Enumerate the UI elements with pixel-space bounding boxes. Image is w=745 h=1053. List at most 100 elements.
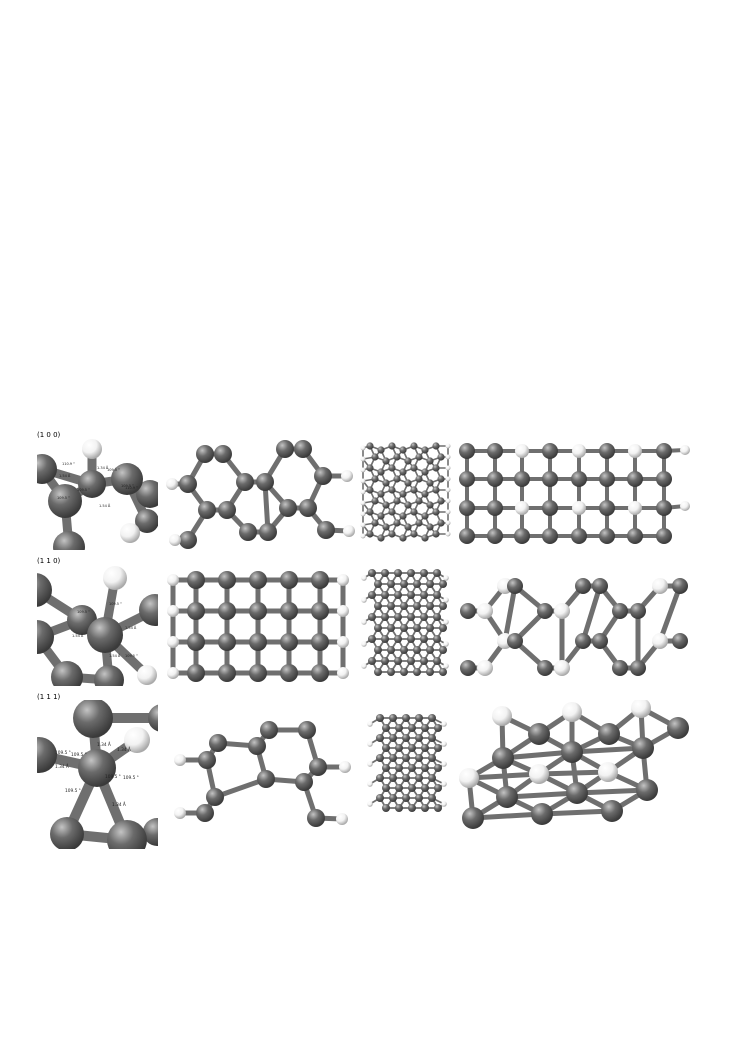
carbon-atom	[627, 471, 643, 487]
carbon-atom	[413, 668, 421, 676]
carbon-atom	[408, 784, 416, 792]
carbon-atom	[309, 758, 327, 776]
carbon-atom	[402, 734, 410, 742]
carbon-atom	[298, 721, 316, 739]
carbon-atom	[187, 602, 205, 620]
hydrogen-atom	[166, 478, 178, 490]
carbon-atom	[393, 475, 401, 483]
carbon-atom	[432, 464, 440, 472]
carbon-atom	[410, 508, 418, 516]
carbon-atom	[179, 475, 197, 493]
bond	[504, 790, 580, 800]
top-view-panel-100	[455, 436, 695, 552]
carbon-atom	[218, 501, 236, 519]
carbon-atom	[107, 820, 147, 849]
carbon-atom	[592, 633, 608, 649]
carbon-atom	[78, 470, 106, 498]
hydrogen-atom	[441, 761, 447, 767]
carbon-atom	[410, 442, 418, 450]
carbon-atom	[393, 453, 401, 461]
carbon-atom	[437, 519, 445, 527]
carbon-atom	[389, 714, 397, 722]
hydrogen-atom	[445, 498, 451, 504]
carbon-atom	[389, 774, 397, 782]
carbon-atom	[400, 602, 408, 610]
hydrogen-atom	[445, 509, 451, 515]
measurement-label: 1.54 Å	[125, 625, 137, 630]
carbon-atom	[187, 633, 205, 651]
carbon-atom	[413, 624, 421, 632]
bond	[500, 749, 575, 761]
carbon-atom	[599, 443, 615, 459]
hydrogen-atom	[360, 456, 366, 462]
carbon-atom	[382, 764, 390, 772]
carbon-atom	[537, 603, 553, 619]
carbon-atom	[371, 453, 379, 461]
carbon-atom	[395, 744, 403, 752]
hydrogen-atom	[477, 660, 493, 676]
carbon-atom	[571, 471, 587, 487]
measurement-label: 109.5 °	[123, 775, 139, 781]
lattice-structure-111	[367, 714, 447, 812]
carbon-atom	[630, 603, 646, 619]
side-view-panel-111	[160, 700, 358, 850]
carbon-atom	[507, 633, 523, 649]
closeup-panel-111: 109.5 ° 1.34 Å 109.5 ° 1.34 Å 1.34 Å 109.5 ° 1…	[37, 700, 158, 849]
hydrogen-atom	[443, 663, 449, 669]
carbon-atom	[428, 734, 436, 742]
hydrogen-atom	[572, 444, 586, 458]
carbon-atom	[462, 807, 484, 829]
carbon-atom	[136, 480, 158, 508]
carbon-atom	[377, 468, 385, 476]
carbon-atom	[421, 446, 429, 454]
carbon-atom	[426, 580, 434, 588]
hydrogen-atom	[443, 597, 449, 603]
row-label-100: (1 0 0)	[37, 431, 61, 439]
carbon-atom	[575, 633, 591, 649]
carbon-atom	[377, 446, 385, 454]
carbon-atom	[599, 471, 615, 487]
carbon-atom	[387, 668, 395, 676]
carbon-atom	[408, 744, 416, 752]
carbon-atom	[420, 657, 428, 665]
hydrogen-atom	[445, 454, 451, 460]
hydrogen-atom	[339, 761, 351, 773]
carbon-atom	[387, 646, 395, 654]
carbon-atom	[259, 523, 277, 541]
hydrogen-atom	[360, 467, 366, 473]
hydrogen-atom	[360, 445, 366, 451]
carbon-atom	[404, 479, 412, 487]
carbon-atom	[636, 779, 658, 801]
carbon-atom	[439, 646, 447, 654]
lattice-structure-110	[361, 569, 449, 676]
carbon-atom	[311, 571, 329, 589]
carbon-atom	[218, 633, 236, 651]
hydrogen-atom	[441, 741, 447, 747]
carbon-atom	[382, 457, 390, 465]
carbon-atom	[387, 624, 395, 632]
measurement-label: 109.5 °	[77, 488, 90, 492]
hydrogen-atom	[562, 702, 582, 722]
hydrogen-atom	[554, 603, 570, 619]
side-view-panel-100	[160, 436, 358, 552]
carbon-atom	[439, 580, 447, 588]
carbon-atom	[394, 635, 402, 643]
carbon-atom	[393, 497, 401, 505]
carbon-atom	[459, 443, 475, 459]
carbon-atom	[507, 578, 523, 594]
carbon-atom	[382, 479, 390, 487]
hydrogen-atom	[337, 605, 349, 617]
carbon-atom	[426, 624, 434, 632]
carbon-atom	[420, 613, 428, 621]
carbon-atom	[388, 442, 396, 450]
hydrogen-atom	[336, 813, 348, 825]
carbon-atom	[381, 613, 389, 621]
carbon-atom	[280, 664, 298, 682]
row-label-110: (1 1 0)	[37, 557, 61, 565]
carbon-atom	[394, 657, 402, 665]
carbon-atom	[317, 521, 335, 539]
carbon-atom	[366, 486, 374, 494]
hydrogen-atom	[174, 754, 186, 766]
carbon-atom	[415, 734, 423, 742]
hydrogen-atom	[167, 636, 179, 648]
